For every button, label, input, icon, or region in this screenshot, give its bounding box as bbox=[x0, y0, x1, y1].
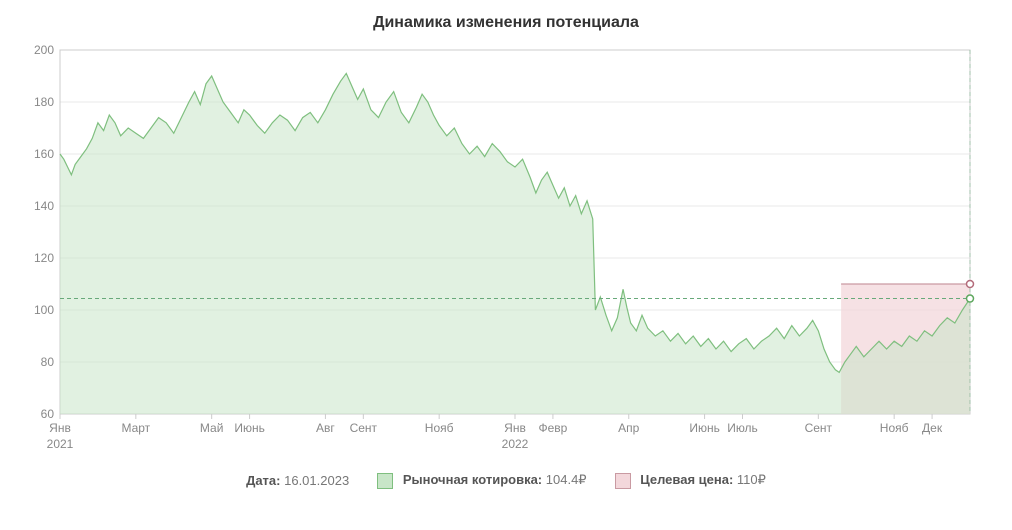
svg-text:Июнь: Июнь bbox=[689, 421, 720, 435]
svg-text:Февр: Февр bbox=[538, 421, 567, 435]
legend-date-label: Дата: bbox=[246, 473, 280, 488]
svg-text:Сент: Сент bbox=[805, 421, 833, 435]
svg-text:2021: 2021 bbox=[47, 437, 74, 451]
svg-text:Сент: Сент bbox=[350, 421, 378, 435]
legend-target: Целевая цена: 110₽ bbox=[615, 472, 766, 489]
legend-target-label: Целевая цена: bbox=[640, 472, 733, 487]
legend-date: Дата: 16.01.2023 bbox=[246, 473, 349, 488]
svg-text:140: 140 bbox=[34, 199, 54, 213]
svg-text:Нояб: Нояб bbox=[425, 421, 454, 435]
legend: Дата: 16.01.2023 Рыночная котировка: 104… bbox=[10, 472, 1002, 489]
svg-text:180: 180 bbox=[34, 95, 54, 109]
svg-text:60: 60 bbox=[41, 407, 55, 421]
chart-plot: 60 80 100 120 140 160 180 200 Янв Март Май Июнь Авг С… bbox=[26, 40, 986, 460]
svg-text:200: 200 bbox=[34, 43, 54, 57]
svg-text:160: 160 bbox=[34, 147, 54, 161]
svg-text:80: 80 bbox=[41, 355, 55, 369]
svg-text:Апр: Апр bbox=[618, 421, 640, 435]
legend-market: Рыночная котировка: 104.4₽ bbox=[377, 472, 586, 489]
legend-date-value: 16.01.2023 bbox=[284, 473, 349, 488]
chart-svg: 60 80 100 120 140 160 180 200 Янв Март Май Июнь Авг С… bbox=[26, 40, 986, 460]
legend-market-swatch bbox=[377, 473, 393, 489]
svg-text:Март: Март bbox=[121, 421, 150, 435]
legend-market-label: Рыночная котировка: bbox=[403, 472, 542, 487]
svg-text:120: 120 bbox=[34, 251, 54, 265]
chart-title: Динамика изменения потенциала bbox=[10, 14, 1002, 32]
svg-text:Янв: Янв bbox=[49, 421, 71, 435]
svg-text:2022: 2022 bbox=[502, 437, 529, 451]
svg-text:Янв: Янв bbox=[504, 421, 526, 435]
svg-text:Дек: Дек bbox=[922, 421, 943, 435]
legend-target-value: 110₽ bbox=[737, 472, 766, 487]
chart-container: Динамика изменения потенциала 60 80 100 120… bbox=[0, 0, 1012, 530]
svg-text:Нояб: Нояб bbox=[880, 421, 909, 435]
svg-text:100: 100 bbox=[34, 303, 54, 317]
svg-text:Июль: Июль bbox=[727, 421, 758, 435]
legend-market-value: 104.4₽ bbox=[546, 472, 587, 487]
svg-text:Июнь: Июнь bbox=[234, 421, 265, 435]
legend-target-swatch bbox=[615, 473, 631, 489]
svg-text:Май: Май bbox=[200, 421, 224, 435]
svg-text:Авг: Авг bbox=[316, 421, 335, 435]
